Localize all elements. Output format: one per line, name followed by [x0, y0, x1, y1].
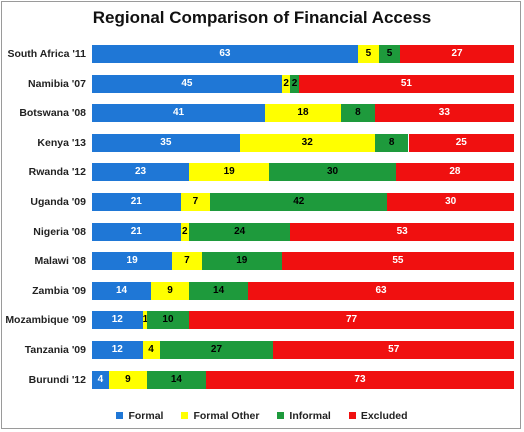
legend-item: Excluded [348, 410, 408, 422]
category-label: Tanzania '09 [24, 344, 86, 356]
bar-segment-excluded: 51 [298, 74, 514, 93]
category-label: Zambia '09 [32, 284, 86, 297]
bar-segment-formal: 63 [92, 45, 358, 63]
bar-segment-informal: 8 [340, 104, 375, 123]
bar-segment-formal: 41 [92, 104, 266, 123]
legend-swatch [181, 411, 189, 419]
legend-label: Formal [128, 410, 164, 422]
bar-segment-formal: 14 [92, 281, 152, 300]
bar-segment-excluded: 55 [281, 252, 514, 271]
legend-item: Formal Other [181, 410, 259, 422]
legend-swatch [116, 411, 124, 419]
bar-segment-excluded: 57 [273, 341, 514, 359]
bar-segment-formal-other: 9 [151, 281, 190, 300]
bar-segment-formal-other: 32 [239, 133, 375, 152]
bar-segment-formal-other: 5 [357, 45, 379, 63]
bar-segment-excluded: 73 [205, 370, 514, 389]
chart-title: Regional Comparison of Financial Access [92, 8, 432, 27]
bar-segment-informal: 14 [189, 281, 249, 300]
bar-segment-formal: 35 [92, 133, 240, 152]
bar-segment-informal: 2 [290, 74, 299, 93]
bar-segment-excluded: 53 [290, 222, 514, 241]
bar-segment-excluded: 27 [400, 45, 514, 63]
bar-segment-formal: 12 [92, 341, 143, 359]
bar-segment-formal-other: 4 [142, 341, 160, 359]
bar-segment-informal: 8 [374, 133, 409, 152]
legend-label: Formal Other [193, 410, 260, 422]
bar-segment-formal-other: 19 [189, 163, 270, 182]
bar-segment-formal: 21 [92, 222, 181, 241]
bar-segment-informal: 27 [159, 341, 274, 359]
legend: Formal Formal Other Informal Excluded [0, 410, 524, 422]
bar-segment-excluded: 30 [387, 193, 514, 211]
category-label: Malawi '08 [34, 255, 86, 268]
category-label: Burundi '12 [28, 373, 86, 386]
category-label: Kenya '13 [37, 136, 86, 149]
bar-segment-informal: 19 [201, 252, 282, 271]
bar-segment-formal: 23 [92, 163, 190, 182]
category-label: South Africa '11 [7, 48, 86, 60]
bar-segment-informal: 24 [189, 222, 291, 241]
bar-segment-informal: 10 [146, 311, 190, 330]
legend-swatch [348, 411, 356, 419]
category-label: Nigeria '08 [33, 225, 86, 238]
legend-label: Informal [289, 410, 331, 422]
bar-segment-formal-other: 2 [180, 222, 190, 241]
bar-segment-formal: 45 [92, 74, 282, 93]
bar-segment-informal: 5 [378, 45, 401, 63]
bar-segment-excluded: 63 [248, 281, 514, 300]
bar-segment-formal-other: 1 [142, 311, 148, 330]
legend-label: Excluded [360, 410, 408, 422]
bar-segment-formal: 21 [92, 193, 181, 211]
bar-segment-informal: 14 [146, 370, 206, 389]
bar-segment-excluded: 77 [189, 311, 514, 330]
bar-segment-excluded: 25 [408, 133, 514, 152]
bar-segment-formal: 12 [92, 311, 143, 330]
bar-segment-formal-other: 18 [265, 104, 341, 123]
legend-item: Informal [277, 410, 331, 422]
bar-segment-informal: 42 [210, 193, 388, 211]
bar-segment-excluded: 33 [374, 104, 514, 123]
bar-segment-formal-other: 2 [281, 74, 291, 93]
bar-segment-formal: 19 [92, 252, 173, 271]
category-label: Botswana '08 [19, 107, 86, 120]
category-label: Rwanda '12 [28, 166, 86, 179]
category-label: Uganda '09 [30, 196, 86, 208]
category-label: Mozambique '09 [5, 314, 86, 327]
legend-swatch [277, 411, 285, 419]
bar-segment-formal: 4 [92, 370, 109, 389]
category-label: Namibia '07 [28, 77, 86, 90]
bar-segment-excluded: 28 [395, 163, 514, 182]
bar-segment-informal: 30 [269, 163, 396, 182]
bar-segment-formal-other: 7 [172, 252, 202, 271]
bar-segment-formal-other: 7 [180, 193, 211, 211]
bar-segment-formal-other: 9 [108, 370, 147, 389]
legend-item: Formal [116, 410, 163, 422]
